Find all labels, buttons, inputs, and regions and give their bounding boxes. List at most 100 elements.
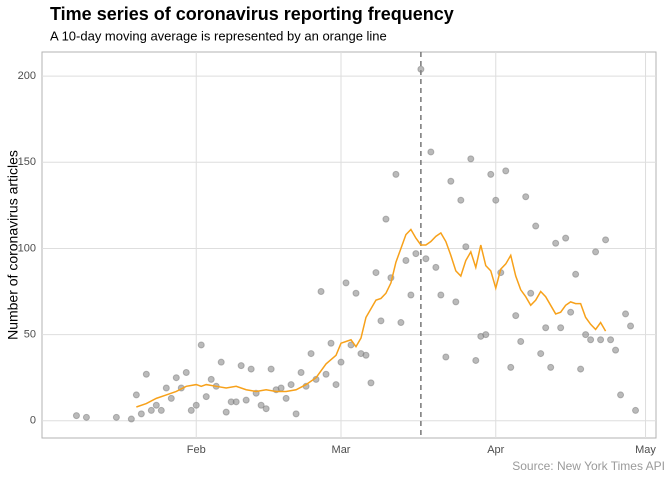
point: [207, 375, 215, 383]
point: [487, 170, 495, 178]
point: [622, 310, 630, 318]
point: [442, 353, 450, 361]
point: [72, 412, 80, 420]
point: [447, 177, 455, 185]
point: [632, 406, 640, 414]
point: [82, 413, 90, 421]
point: [152, 401, 160, 409]
point: [437, 291, 445, 299]
y-tick-label: 100: [18, 242, 36, 254]
x-tick-label: May: [635, 444, 656, 456]
point: [242, 396, 250, 404]
point: [587, 336, 595, 344]
point: [322, 370, 330, 378]
point: [127, 415, 135, 423]
point: [307, 350, 315, 358]
point: [492, 196, 500, 204]
point: [267, 365, 275, 373]
point: [247, 365, 255, 373]
point: [512, 312, 520, 320]
point: [527, 289, 535, 297]
point: [317, 288, 325, 296]
point: [237, 362, 245, 370]
point: [217, 358, 225, 366]
point: [257, 401, 265, 409]
point: [577, 365, 585, 373]
point: [352, 289, 360, 297]
caption: Source: New York Times API: [512, 459, 665, 473]
point: [397, 319, 405, 327]
point: [592, 248, 600, 256]
point: [277, 384, 285, 392]
y-tick-label: 150: [18, 156, 36, 168]
point: [132, 391, 140, 399]
chart-title: Time series of coronavirus reporting fre…: [50, 4, 454, 24]
point: [462, 243, 470, 251]
point: [147, 406, 155, 414]
point: [572, 270, 580, 278]
point: [287, 381, 295, 389]
point: [597, 336, 605, 344]
point: [362, 351, 370, 359]
y-tick-label: 50: [24, 329, 36, 341]
point: [327, 339, 335, 347]
point: [402, 257, 410, 265]
x-tick-label: Feb: [187, 444, 206, 456]
point: [432, 263, 440, 271]
point: [187, 406, 195, 414]
point: [262, 405, 270, 413]
point: [162, 384, 170, 392]
point: [222, 408, 230, 416]
point: [582, 331, 590, 339]
point: [612, 346, 620, 354]
point: [552, 239, 560, 247]
point: [392, 170, 400, 178]
x-tick-label: Apr: [487, 444, 504, 456]
point: [112, 413, 120, 421]
point: [417, 65, 425, 73]
chart-subtitle: A 10-day moving average is represented b…: [50, 28, 387, 43]
point: [452, 298, 460, 306]
point: [292, 410, 300, 418]
point: [157, 406, 165, 414]
y-axis-label: Number of coronavirus articles: [5, 150, 21, 340]
point: [607, 336, 615, 344]
point: [557, 324, 565, 332]
point: [372, 269, 380, 277]
y-tick-label: 200: [18, 70, 36, 82]
point: [547, 363, 555, 371]
point: [427, 148, 435, 156]
point: [367, 379, 375, 387]
y-tick-label: 0: [30, 415, 36, 427]
point: [297, 369, 305, 377]
plot-panel: [41, 51, 657, 439]
point: [467, 155, 475, 163]
x-tick-label: Mar: [332, 444, 351, 456]
point: [472, 356, 480, 364]
point: [422, 255, 430, 263]
point: [532, 222, 540, 230]
point: [172, 374, 180, 382]
point: [502, 167, 510, 175]
moving-average-line: [136, 228, 607, 408]
point: [482, 331, 490, 339]
point: [182, 369, 190, 377]
point: [342, 279, 350, 287]
point: [167, 394, 175, 402]
point: [602, 236, 610, 244]
point: [562, 234, 570, 242]
point: [137, 410, 145, 418]
point: [232, 398, 240, 406]
point: [627, 322, 635, 330]
point: [332, 381, 340, 389]
point: [567, 308, 575, 316]
point: [522, 193, 530, 201]
point: [542, 324, 550, 332]
point: [617, 391, 625, 399]
point: [537, 350, 545, 358]
point: [407, 291, 415, 299]
point: [337, 358, 345, 366]
point: [517, 338, 525, 345]
point: [412, 250, 420, 258]
